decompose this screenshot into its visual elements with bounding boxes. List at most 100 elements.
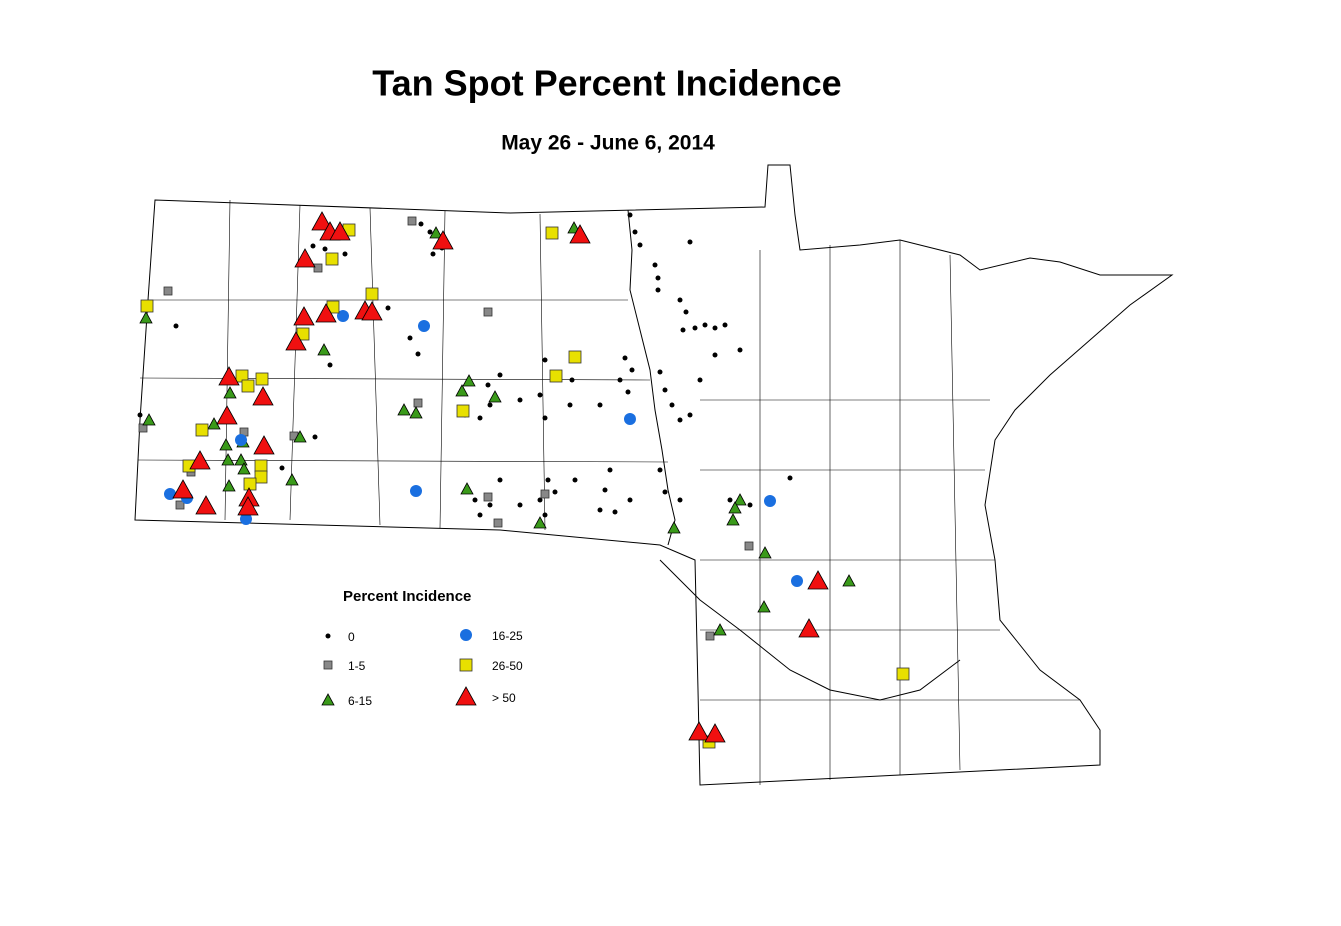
red-triangle [455, 686, 477, 706]
red-triangle [189, 450, 211, 470]
subtitle: May 26 - June 6, 2014 [501, 132, 715, 155]
yellow-square [549, 369, 563, 383]
yellow-square [140, 299, 154, 313]
dot-marker [537, 392, 543, 398]
dot-marker [407, 335, 413, 341]
county-lines [137, 199, 1080, 785]
green-triangle [397, 403, 411, 416]
green-triangle [321, 693, 335, 706]
dot-marker [662, 387, 668, 393]
dot-marker [680, 327, 686, 333]
dot-marker [497, 477, 503, 483]
dot-marker [279, 465, 285, 471]
green-triangle [317, 343, 331, 356]
red-triangle [688, 721, 710, 741]
green-triangle [726, 513, 740, 526]
gray-square [163, 286, 173, 296]
red-triangle [315, 303, 337, 323]
dot-marker [655, 287, 661, 293]
gray-square [705, 631, 715, 641]
yellow-square [254, 459, 268, 473]
gray-square [313, 263, 323, 273]
green-triangle [221, 453, 235, 466]
dot-marker [625, 389, 631, 395]
red-triangle [311, 211, 333, 231]
dot-marker [542, 415, 548, 421]
dot-marker [622, 355, 628, 361]
gray-square [323, 660, 333, 670]
dot-marker [602, 487, 608, 493]
dot-marker [542, 512, 548, 518]
green-triangle [455, 384, 469, 397]
red-triangle [252, 386, 274, 406]
blue-circle [337, 310, 349, 322]
green-triangle [460, 482, 474, 495]
red-triangle [329, 221, 351, 241]
dot-marker [542, 357, 548, 363]
state-border [627, 209, 676, 546]
legend-title: Percent Incidence [343, 588, 471, 605]
green-triangle [757, 600, 771, 613]
dot-marker [569, 377, 575, 383]
gray-square [493, 518, 503, 528]
yellow-square [254, 470, 268, 484]
dot-marker [487, 402, 493, 408]
blue-circle [418, 320, 430, 332]
dot-marker [683, 309, 689, 315]
red-triangle [216, 405, 238, 425]
legend: Percent Incidence 0 1-5 6-15 16-25 26-50 > 50 [321, 588, 523, 708]
dot-marker [652, 262, 658, 268]
yellow-square [896, 667, 910, 681]
dot-marker [325, 633, 331, 639]
green-triangle [728, 501, 742, 514]
dot-marker [327, 362, 333, 368]
red-triangle [807, 570, 829, 590]
yellow-square [545, 226, 559, 240]
green-triangle [139, 311, 153, 324]
dot-marker [517, 397, 523, 403]
observation-points [137, 211, 910, 749]
dot-marker [617, 377, 623, 383]
dot-marker [655, 275, 661, 281]
legend-label: 1-5 [348, 659, 366, 673]
red-triangle [172, 479, 194, 499]
red-triangle [361, 301, 383, 321]
dot-marker [629, 367, 635, 373]
dot-marker [312, 434, 318, 440]
red-triangle [798, 618, 820, 638]
yellow-square [255, 372, 269, 386]
yellow-square [243, 477, 257, 491]
red-triangle [195, 495, 217, 515]
dot-marker [702, 322, 708, 328]
gray-square [407, 216, 417, 226]
yellow-square [325, 252, 339, 266]
yellow-square [459, 658, 473, 672]
blue-circle [791, 575, 803, 587]
green-triangle [667, 521, 681, 534]
green-triangle [409, 406, 423, 419]
green-triangle [713, 623, 727, 636]
red-triangle [294, 248, 316, 268]
dot-marker [627, 212, 633, 218]
dot-marker [607, 467, 613, 473]
map [134, 164, 1174, 786]
dot-marker [137, 412, 143, 418]
dot-marker [472, 497, 478, 503]
state-outline [134, 164, 1174, 786]
dot-marker [567, 402, 573, 408]
blue-circle [460, 629, 472, 641]
red-triangle [253, 435, 275, 455]
dot-marker [697, 377, 703, 383]
green-triangle [488, 390, 502, 403]
dot-marker [418, 221, 424, 227]
blue-circle [235, 434, 247, 446]
dot-marker [677, 497, 683, 503]
dot-marker [385, 305, 391, 311]
yellow-square [456, 404, 470, 418]
yellow-square [568, 350, 582, 364]
dot-marker [677, 417, 683, 423]
dot-marker [612, 509, 618, 515]
legend-label: 6-15 [348, 694, 372, 708]
river [659, 559, 961, 701]
